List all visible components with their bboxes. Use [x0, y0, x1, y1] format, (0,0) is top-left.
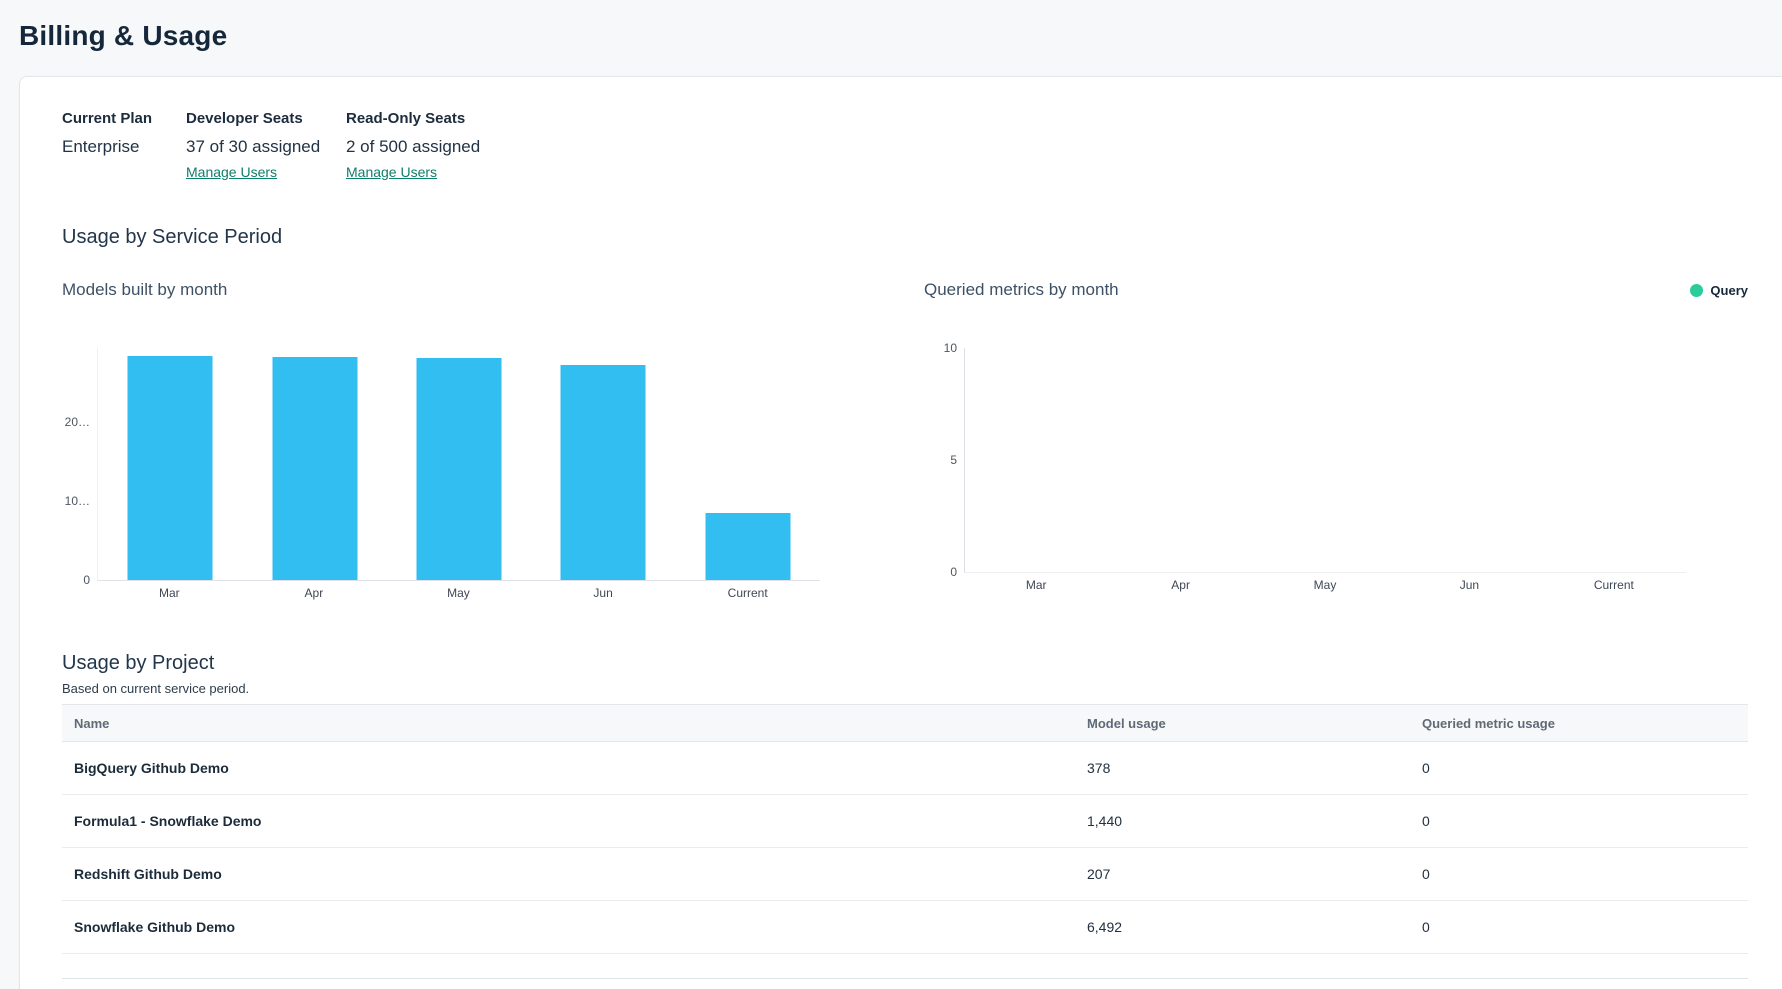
page-title: Billing & Usage: [19, 20, 228, 51]
query-legend-label: Query: [1710, 282, 1748, 298]
x-axis-label: Mar: [1025, 578, 1047, 592]
queried-metrics-x-axis: Mar Apr May Jun Current: [964, 578, 1686, 592]
x-axis-label: May: [1313, 578, 1337, 592]
queried-metrics-chart: Queried metrics by month Query 0 5 10 Mar A…: [924, 279, 1748, 600]
usage-table: Name Model usage Queried metric usage Bi…: [62, 704, 1748, 979]
project-section-subtitle: Based on current service period.: [62, 681, 250, 696]
query-legend-dot-icon: [1690, 283, 1704, 297]
queried-metric-usage-cell: 0: [1422, 866, 1430, 882]
project-name-cell: BigQuery Github Demo: [74, 760, 229, 776]
models-built-x-axis: Mar Apr May Jun Current: [97, 586, 820, 600]
model-usage-cell: 1,440: [1087, 813, 1123, 829]
models-built-chart-title: Models built by month: [62, 280, 228, 299]
x-axis-label: Current: [1593, 578, 1634, 592]
readonly-seats-column: Read-Only Seats 2 of 500 assigned Manage…: [346, 110, 566, 182]
y-axis-tick-label: 20…: [64, 414, 90, 429]
model-usage-cell: 378: [1087, 760, 1111, 776]
column-header-model: Model usage: [1087, 715, 1166, 731]
column-header-name: Name: [74, 715, 110, 731]
usage-table-header: Name Model usage Queried metric usage: [62, 705, 1748, 742]
model-usage-cell: 207: [1087, 866, 1111, 882]
readonly-seats-value: 2 of 500 assigned: [346, 137, 481, 156]
column-header-queried: Queried metric usage: [1422, 715, 1555, 731]
chart-legend: Query: [1690, 283, 1748, 298]
project-name-cell: Formula1 - Snowflake Demo: [74, 813, 262, 829]
x-axis-label: Mar: [158, 586, 180, 600]
x-axis-label: Apr: [304, 586, 324, 600]
developer-seats-column: Developer Seats 37 of 30 assigned Manage…: [186, 110, 346, 182]
bar-may: [416, 357, 502, 580]
usage-table-body: BigQuery Github Demo 378 0 Formula1 - Snowf…: [62, 742, 1748, 954]
table-row: BigQuery Github Demo 378 0: [62, 742, 1748, 795]
project-section-title: Usage by Project: [62, 652, 215, 674]
readonly-seats-label: Read-Only Seats: [346, 110, 466, 127]
models-built-plot-area: 0 10… 20…: [65, 348, 820, 586]
queried-metrics-plot-area: 0 5 10: [944, 342, 1686, 578]
queried-metric-usage-cell: 0: [1422, 760, 1430, 776]
x-axis-label: Current: [727, 586, 768, 600]
current-plan-column: Current Plan Enterprise: [62, 110, 186, 182]
y-axis-tick-label: 0: [83, 573, 90, 587]
table-row: Formula1 - Snowflake Demo 1,440 0: [62, 795, 1748, 848]
x-axis-label: Apr: [1171, 578, 1190, 592]
queried-metric-usage-cell: 0: [1422, 919, 1430, 935]
developer-seats-value: 37 of 30 assigned: [186, 137, 321, 156]
queried-metrics-chart-title: Queried metrics by month: [924, 280, 1119, 299]
y-axis-tick-label: 10…: [64, 493, 90, 508]
table-row: Redshift Github Demo 207 0: [62, 848, 1748, 901]
model-usage-cell: 6,492: [1087, 919, 1123, 935]
usage-table-footer-spacer: [62, 954, 1748, 979]
bar-apr: [272, 356, 358, 580]
manage-users-link-readonly[interactable]: Manage Users: [346, 164, 438, 180]
y-axis-tick-label: 10: [943, 341, 957, 355]
manage-users-link-developer[interactable]: Manage Users: [186, 164, 278, 180]
project-name-cell: Snowflake Github Demo: [74, 919, 236, 935]
charts-row: Models built by month 0 10… 20… Mar Apr May J…: [62, 279, 1748, 600]
billing-card: Current Plan Enterprise Developer Seats …: [19, 76, 1782, 989]
service-period-section-title: Usage by Service Period: [62, 226, 283, 248]
plan-summary: Current Plan Enterprise Developer Seats …: [62, 110, 1748, 182]
developer-seats-label: Developer Seats: [186, 110, 303, 127]
current-plan-label: Current Plan: [62, 110, 153, 127]
x-axis-label: Jun: [593, 586, 613, 600]
bar-current: [705, 512, 791, 580]
bar-mar: [127, 355, 213, 580]
bar-jun: [560, 364, 646, 580]
table-row: Snowflake Github Demo 6,492 0: [62, 901, 1748, 954]
y-axis-tick-label: 5: [950, 453, 957, 467]
x-axis-label: Jun: [1459, 578, 1480, 592]
project-name-cell: Redshift Github Demo: [74, 866, 222, 882]
page-header: Billing & Usage: [0, 0, 1782, 76]
models-built-chart: Models built by month 0 10… 20… Mar Apr May J…: [62, 279, 924, 600]
y-axis-tick-label: 0: [950, 565, 957, 579]
x-axis-label: May: [447, 586, 470, 600]
current-plan-value: Enterprise: [62, 137, 140, 156]
queried-metric-usage-cell: 0: [1422, 813, 1430, 829]
